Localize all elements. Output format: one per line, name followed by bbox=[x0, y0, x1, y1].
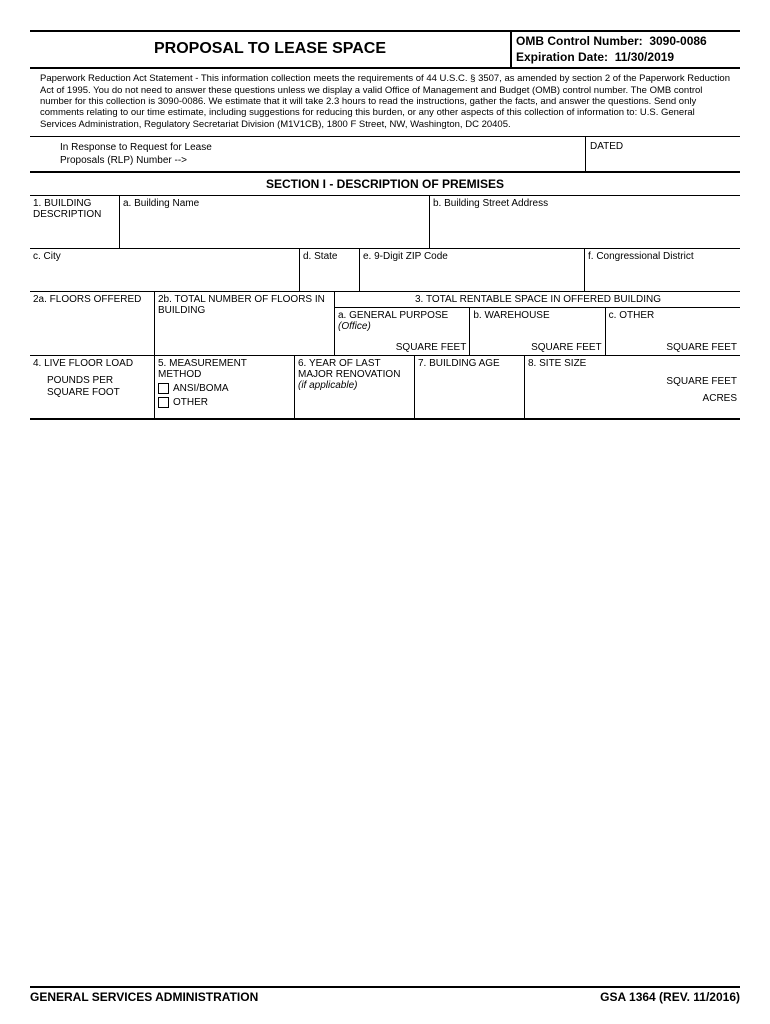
label-5: 5. MEASUREMENT METHOD bbox=[158, 358, 291, 380]
checkbox-other-row: OTHER bbox=[158, 397, 291, 408]
sqft-3b: SQUARE FEET bbox=[473, 342, 601, 353]
field-6-year-renovation[interactable]: 6. YEAR OF LAST MAJOR RENOVATION (if app… bbox=[295, 356, 415, 418]
label-4: 4. LIVE FLOOR LOAD bbox=[33, 358, 151, 369]
form-title: PROPOSAL TO LEASE SPACE bbox=[30, 32, 510, 67]
field-c-city[interactable]: c. City bbox=[30, 249, 300, 291]
checkbox-ansi-boma-row: ANSI/BOMA bbox=[158, 383, 291, 394]
label-3a: a. GENERAL PURPOSE bbox=[338, 310, 448, 321]
label-ansi-boma: ANSI/BOMA bbox=[173, 383, 229, 394]
field-2b-total-floors[interactable]: 2b. TOTAL NUMBER OF FLOORS IN BUILDING bbox=[155, 292, 335, 355]
label-1: 1. BUILDING DESCRIPTION bbox=[33, 198, 101, 220]
row-load-method: 4. LIVE FLOOR LOAD POUNDS PER SQUARE FOO… bbox=[30, 356, 740, 420]
field-8-site-size[interactable]: 8. SITE SIZE SQUARE FEET ACRES bbox=[525, 356, 740, 418]
paperwork-statement: Paperwork Reduction Act Statement - This… bbox=[30, 69, 740, 137]
label-e: e. 9-Digit ZIP Code bbox=[363, 251, 448, 262]
field-7-building-age[interactable]: 7. BUILDING AGE bbox=[415, 356, 525, 418]
field-4-live-floor-load[interactable]: 4. LIVE FLOOR LOAD POUNDS PER SQUARE FOO… bbox=[30, 356, 155, 418]
field-1b-street-address[interactable]: b. Building Street Address bbox=[430, 196, 740, 248]
label-3a-sub: (Office) bbox=[338, 321, 371, 332]
checkbox-other[interactable] bbox=[158, 397, 169, 408]
exp-date: 11/30/2019 bbox=[615, 50, 674, 64]
label-4-sub: POUNDS PER SQUARE FOOT bbox=[33, 375, 151, 399]
section-1-title: SECTION I - DESCRIPTION OF PREMISES bbox=[30, 173, 740, 196]
label-1b: b. Building Street Address bbox=[433, 198, 548, 209]
response-line2: Proposals (RLP) Number --> bbox=[60, 155, 187, 166]
label-4-sub2: SQUARE FOOT bbox=[47, 387, 120, 398]
form-container: PROPOSAL TO LEASE SPACE OMB Control Numb… bbox=[30, 30, 740, 420]
omb-number: 3090-0086 bbox=[649, 34, 706, 48]
label-3c: c. OTHER bbox=[609, 310, 655, 321]
field-1a-building-name[interactable]: a. Building Name bbox=[120, 196, 430, 248]
row-building: 1. BUILDING DESCRIPTION a. Building Name… bbox=[30, 196, 740, 249]
label-8-sqft: SQUARE FEET bbox=[528, 373, 737, 390]
field-3a-general-purpose[interactable]: a. GENERAL PURPOSE (Office) SQUARE FEET bbox=[335, 308, 470, 355]
label-6: 6. YEAR OF LAST MAJOR RENOVATION bbox=[298, 358, 400, 380]
label-d: d. State bbox=[303, 251, 337, 262]
field-1-building-description: 1. BUILDING DESCRIPTION bbox=[30, 196, 120, 248]
label-2b: 2b. TOTAL NUMBER OF FLOORS IN BUILDING bbox=[158, 294, 325, 316]
label-3b: b. WAREHOUSE bbox=[473, 310, 549, 321]
label-6-sub: (if applicable) bbox=[298, 380, 357, 391]
label-other: OTHER bbox=[173, 397, 208, 408]
label-4-sub1: POUNDS PER bbox=[47, 375, 113, 386]
label-f: f. Congressional District bbox=[588, 251, 694, 262]
dated-label: DATED bbox=[590, 141, 623, 152]
label-2a: 2a. FLOORS OFFERED bbox=[33, 294, 141, 305]
label-1a: a. Building Name bbox=[123, 198, 199, 209]
label-8-acres: ACRES bbox=[528, 390, 737, 407]
field-5-measurement-method: 5. MEASUREMENT METHOD ANSI/BOMA OTHER bbox=[155, 356, 295, 418]
page-footer: GENERAL SERVICES ADMINISTRATION GSA 1364… bbox=[30, 986, 740, 1004]
exp-label: Expiration Date: bbox=[516, 50, 608, 64]
sqft-3a: SQUARE FEET bbox=[338, 342, 466, 353]
field-8-units: SQUARE FEET ACRES bbox=[528, 373, 737, 407]
field-3c-other[interactable]: c. OTHER SQUARE FEET bbox=[606, 308, 740, 355]
response-line1: In Response to Request for Lease bbox=[60, 142, 212, 153]
label-7: 7. BUILDING AGE bbox=[418, 358, 500, 369]
footer-left: GENERAL SERVICES ADMINISTRATION bbox=[30, 990, 258, 1004]
response-row: In Response to Request for Lease Proposa… bbox=[30, 137, 740, 173]
field-3b-warehouse[interactable]: b. WAREHOUSE SQUARE FEET bbox=[470, 308, 605, 355]
field-3-rentable-space: 3. TOTAL RENTABLE SPACE IN OFFERED BUILD… bbox=[335, 292, 740, 355]
label-8: 8. SITE SIZE bbox=[528, 358, 737, 369]
rlp-number-field[interactable]: In Response to Request for Lease Proposa… bbox=[30, 137, 585, 171]
omb-label: OMB Control Number: bbox=[516, 34, 643, 48]
field-e-zip[interactable]: e. 9-Digit ZIP Code bbox=[360, 249, 585, 291]
field-f-congressional[interactable]: f. Congressional District bbox=[585, 249, 740, 291]
row-3-sub: a. GENERAL PURPOSE (Office) SQUARE FEET … bbox=[335, 307, 740, 355]
field-2a-floors-offered[interactable]: 2a. FLOORS OFFERED bbox=[30, 292, 155, 355]
row-city-state: c. City d. State e. 9-Digit ZIP Code f. … bbox=[30, 249, 740, 292]
field-d-state[interactable]: d. State bbox=[300, 249, 360, 291]
header-row: PROPOSAL TO LEASE SPACE OMB Control Numb… bbox=[30, 32, 740, 69]
checkbox-ansi-boma[interactable] bbox=[158, 383, 169, 394]
omb-block: OMB Control Number: 3090-0086 Expiration… bbox=[510, 32, 740, 67]
sqft-3c: SQUARE FEET bbox=[609, 342, 737, 353]
footer-right: GSA 1364 (REV. 11/2016) bbox=[600, 990, 740, 1004]
row-floors-space: 2a. FLOORS OFFERED 2b. TOTAL NUMBER OF F… bbox=[30, 292, 740, 356]
label-c: c. City bbox=[33, 251, 61, 262]
dated-field[interactable]: DATED bbox=[585, 137, 740, 171]
label-3: 3. TOTAL RENTABLE SPACE IN OFFERED BUILD… bbox=[335, 292, 740, 307]
